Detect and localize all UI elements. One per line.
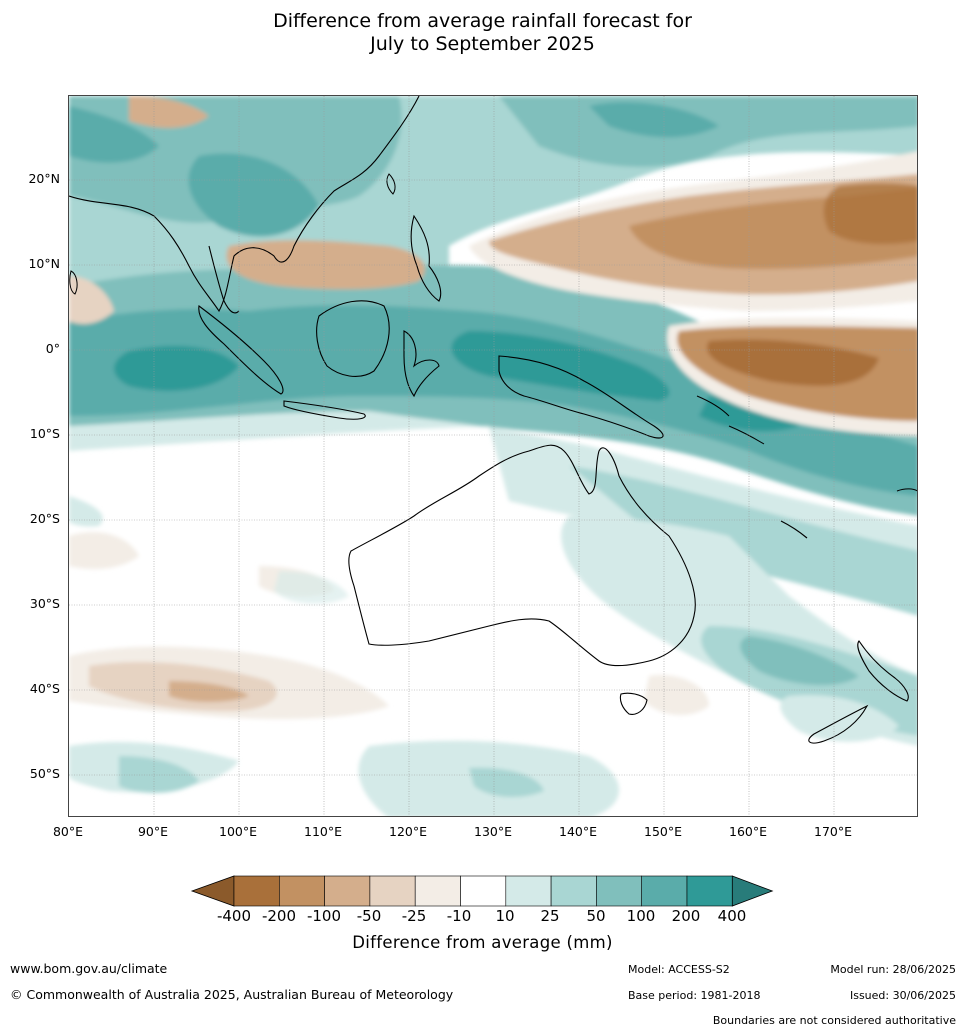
footer-disclaimer: Boundaries are not considered authoritat… [712,1014,956,1027]
legend-tick: -100 [306,907,342,925]
colorbar-arrow-low [190,875,235,907]
colorbar-cell [686,875,733,907]
legend-tick: 200 [671,907,701,925]
colorbar-arrow-high [731,875,774,907]
lon-label-170e: 170°E [813,824,853,839]
colorbar-cell [233,875,280,907]
lon-label-130e: 130°E [473,824,513,839]
colorbar-cell [324,875,371,907]
colorbar [190,875,774,907]
lat-label-0: 0° [45,341,60,356]
legend-tick: 400 [717,907,747,925]
legend-tick: -25 [401,907,427,925]
footer-issued: Issued: 30/06/2025 [849,989,956,1002]
footer-copyright: © Commonwealth of Australia 2025, Austra… [10,987,454,1002]
colorbar-cell [369,875,416,907]
lon-label-120e: 120°E [388,824,428,839]
footer-model-run: Model run: 28/06/2025 [830,963,956,976]
colorbar-cell [550,875,597,907]
title-line-1: Difference from average rainfall forecas… [273,10,692,32]
colorbar-cell [505,875,552,907]
lat-label-30s: 30°S [29,596,60,611]
lon-label-150e: 150°E [643,824,683,839]
legend-tick: -400 [216,907,252,925]
colorbar-cell [641,875,688,907]
lat-label-50s: 50°S [29,766,60,781]
lon-label-90e: 90°E [137,824,169,839]
lon-label-140e: 140°E [558,824,598,839]
legend-tick: 50 [586,907,606,925]
colorbar-cell [279,875,325,907]
lon-label-80e: 80°E [52,824,84,839]
lat-label-40s: 40°S [29,681,60,696]
rainfall-map [68,95,918,817]
title-line-2: July to September 2025 [370,33,595,55]
colorbar-cell [460,875,507,907]
footer-model: Model: ACCESS-S2 [628,963,730,976]
lat-label-10n: 10°N [28,256,60,271]
legend-tick: 25 [540,907,560,925]
footer-base-period: Base period: 1981-2018 [628,989,761,1002]
map-canvas [69,96,917,816]
legend-tick: 10 [495,907,515,925]
lat-label-20s: 20°S [29,511,60,526]
legend-tick: -10 [446,907,472,925]
legend-tick: -50 [356,907,382,925]
lat-label-20n: 20°N [28,171,60,186]
legend-title: Difference from average (mm) [352,933,613,952]
legend-tick: 100 [626,907,656,925]
lon-label-160e: 160°E [728,824,768,839]
footer-url: www.bom.gov.au/climate [10,961,168,976]
lon-label-110e: 110°E [303,824,343,839]
legend-tick: -200 [261,907,297,925]
map-title: Difference from average rainfall forecas… [0,10,965,56]
lon-label-100e: 100°E [218,824,258,839]
colorbar-cell [414,875,461,907]
colorbar-cell [596,875,642,907]
lat-label-10s: 10°S [29,426,60,441]
